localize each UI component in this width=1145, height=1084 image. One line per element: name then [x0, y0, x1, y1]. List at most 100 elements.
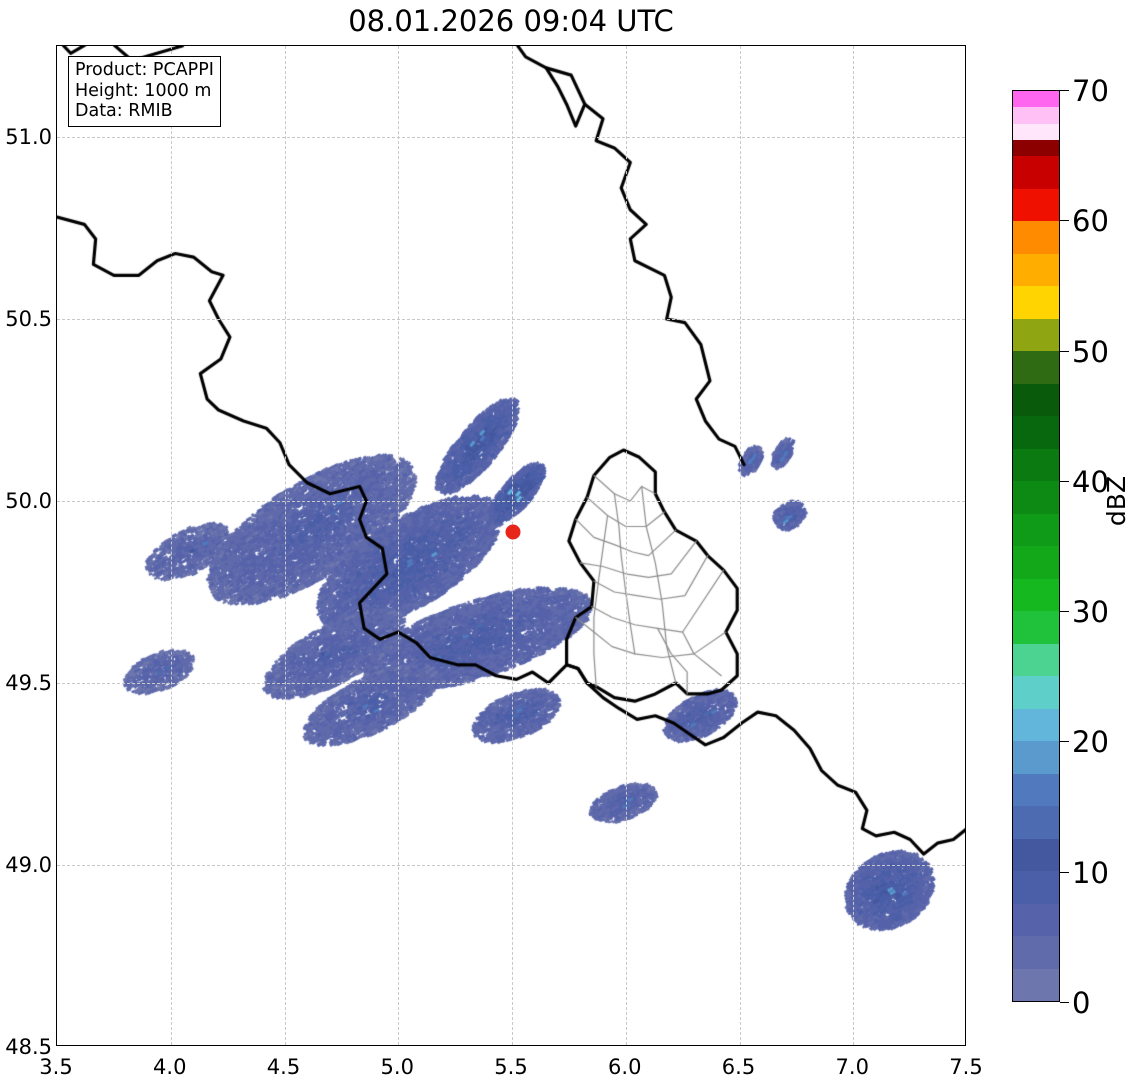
x-tick — [740, 1045, 741, 1046]
gridline-horizontal — [57, 137, 965, 138]
colorbar-band — [1013, 952, 1059, 969]
x-axis-label: 5.0 — [380, 1055, 414, 1079]
colorbar-band — [1013, 139, 1059, 156]
x-axis-label: 7.0 — [835, 1055, 869, 1079]
colorbar-band — [1013, 91, 1059, 108]
colorbar-band — [1013, 578, 1059, 595]
gridline-vertical — [739, 46, 741, 1045]
colorbar-tick — [1060, 1002, 1069, 1003]
y-tick — [56, 137, 57, 138]
y-axis-label: 48.5 — [5, 1035, 52, 1059]
gridline-horizontal — [57, 683, 965, 684]
colorbar-band — [1013, 529, 1059, 546]
colorbar-band — [1013, 903, 1059, 920]
colorbar-band — [1013, 351, 1059, 368]
info-product: Product: PCAPPI — [75, 60, 214, 80]
colorbar-band — [1013, 107, 1059, 124]
colorbar-band — [1013, 399, 1059, 416]
radar-map-plot[interactable]: Product: PCAPPI Height: 1000 m Data: RMI… — [56, 45, 966, 1046]
colorbar-band — [1013, 513, 1059, 530]
colorbar-band — [1013, 708, 1059, 725]
colorbar-band — [1013, 221, 1059, 238]
x-tick — [398, 1045, 399, 1046]
colorbar-band — [1013, 757, 1059, 774]
info-height: Height: 1000 m — [75, 80, 212, 101]
colorbar-tick-label: 10 — [1072, 855, 1109, 890]
colorbar-band — [1013, 334, 1059, 351]
colorbar-band — [1013, 367, 1059, 384]
colorbar-tick-label: 30 — [1072, 595, 1109, 630]
x-axis-label: 3.5 — [39, 1055, 73, 1079]
colorbar-band — [1013, 871, 1059, 888]
colorbar-band — [1013, 269, 1059, 286]
gridline-vertical — [625, 46, 627, 1045]
gridline-horizontal — [57, 319, 965, 320]
colorbar-band — [1013, 984, 1059, 1001]
colorbar-tick-label: 40 — [1072, 464, 1109, 499]
gridline-vertical — [284, 46, 286, 1045]
colorbar[interactable]: 0 10 20 30 40 50 60 70 — [1012, 74, 1109, 1020]
colorbar-tick — [1060, 480, 1069, 482]
colorbar-band — [1013, 594, 1059, 611]
y-tick — [56, 501, 57, 502]
plot-inner — [57, 46, 965, 1045]
y-tick — [56, 683, 57, 684]
colorbar-band — [1013, 627, 1059, 644]
x-tick — [626, 1045, 627, 1046]
colorbar-band — [1013, 692, 1059, 709]
colorbar-band — [1013, 838, 1059, 855]
x-axis-label: 5.5 — [494, 1055, 528, 1079]
colorbar-band — [1013, 854, 1059, 871]
colorbar-band — [1013, 464, 1059, 481]
gridline-vertical — [170, 46, 172, 1045]
gridline-vertical — [398, 46, 400, 1045]
colorbar-tick-label: 20 — [1072, 725, 1109, 760]
colorbar-band — [1013, 448, 1059, 465]
colorbar-band — [1013, 822, 1059, 839]
colorbar-tick-label: 70 — [1072, 74, 1109, 108]
colorbar-band — [1013, 123, 1059, 140]
colorbar-band — [1013, 237, 1059, 254]
gridline-vertical — [853, 46, 855, 1045]
info-data: Data: RMIB — [75, 101, 173, 122]
x-axis-label: 6.5 — [721, 1055, 756, 1079]
x-tick — [853, 1045, 854, 1046]
x-axis-label: 6.0 — [608, 1055, 642, 1079]
colorbar-band — [1013, 172, 1059, 189]
y-tick — [56, 319, 57, 320]
colorbar-band — [1013, 562, 1059, 579]
colorbar-band — [1013, 497, 1059, 514]
colorbar-gradient — [1012, 90, 1060, 1002]
colorbar-band — [1013, 253, 1059, 270]
colorbar-band — [1013, 188, 1059, 205]
gridline-horizontal — [57, 865, 965, 866]
y-axis-label: 49.0 — [5, 853, 52, 877]
colorbar-label: dBZ — [1102, 475, 1131, 527]
colorbar-band — [1013, 416, 1059, 433]
x-tick — [171, 1045, 172, 1046]
x-axis-label: 7.5 — [949, 1055, 983, 1079]
colorbar-tick — [1060, 871, 1069, 873]
colorbar-band — [1013, 676, 1059, 693]
colorbar-band — [1013, 546, 1059, 563]
colorbar-tick-label: 60 — [1072, 204, 1109, 239]
colorbar-tick — [1060, 611, 1069, 613]
colorbar-band — [1013, 919, 1059, 936]
x-axis-label: 4.5 — [266, 1055, 301, 1079]
colorbar-band — [1013, 773, 1059, 790]
radar-site-marker[interactable] — [505, 524, 521, 540]
map-borders-layer — [57, 46, 965, 1045]
product-info-box: Product: PCAPPI Height: 1000 m Data: RMI… — [68, 56, 221, 127]
gridline-vertical — [512, 46, 513, 1045]
colorbar-tick-label: 0 — [1072, 986, 1091, 1020]
x-tick — [512, 1045, 513, 1046]
x-tick — [285, 1045, 286, 1046]
colorbar-tick — [1060, 90, 1069, 91]
colorbar-band — [1013, 204, 1059, 221]
colorbar-tick-label: 50 — [1072, 334, 1109, 369]
y-axis-label: 51.0 — [5, 125, 52, 149]
y-axis-label: 50.0 — [5, 489, 52, 513]
colorbar-band — [1013, 611, 1059, 628]
colorbar-band — [1013, 659, 1059, 676]
colorbar-band — [1013, 643, 1059, 660]
